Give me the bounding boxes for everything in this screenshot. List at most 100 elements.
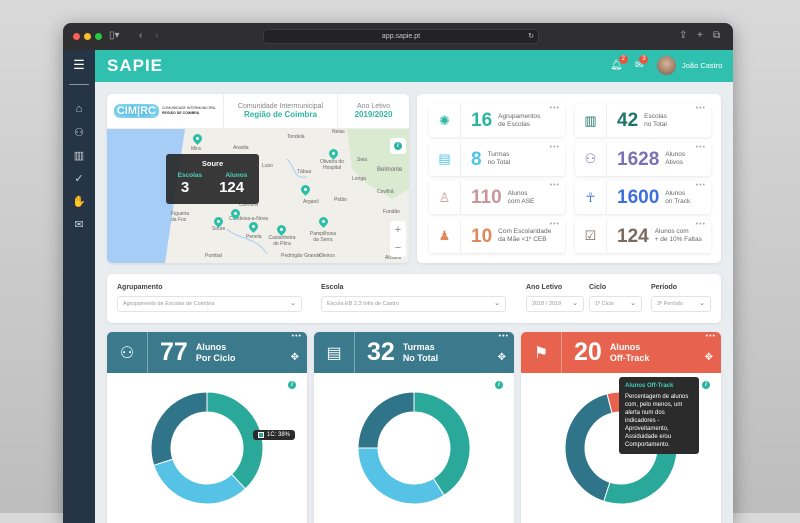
place-label: Loriga bbox=[352, 176, 366, 182]
stat-label: Escolas no Total bbox=[644, 112, 667, 128]
more-options-icon[interactable]: ••• bbox=[695, 143, 706, 151]
ano-letivo-select[interactable]: 2018 / 2019 ⌄ bbox=[526, 296, 584, 312]
notifications-button[interactable]: 🔔︎ 2 bbox=[610, 55, 628, 71]
stat-tile[interactable]: ♟ 10 Com Escolaridade da Mãe <1º CEB ••• bbox=[429, 219, 565, 253]
address-bar[interactable]: app.sapie.pt ↻ bbox=[263, 29, 539, 44]
periodo-select[interactable]: 3º Período ⌄ bbox=[651, 296, 711, 312]
minimize-button[interactable] bbox=[84, 33, 91, 40]
stat-tile[interactable]: ⚇ 1628 Alunos Ativos ••• bbox=[575, 142, 711, 176]
checklist-icon: ☑ bbox=[575, 219, 607, 253]
users-icon[interactable]: ⚇ bbox=[74, 127, 84, 139]
chart-icon[interactable]: ▥ bbox=[73, 150, 85, 162]
place-label: Oliveira do Hospital bbox=[320, 159, 344, 171]
place-label: Fundão bbox=[383, 209, 400, 215]
stat-tile[interactable]: ♙ 110 Alunos com ASE ••• bbox=[429, 181, 565, 214]
hand-icon[interactable]: ✋ bbox=[72, 196, 86, 208]
app-logo[interactable]: SAPIE bbox=[107, 56, 164, 75]
reload-icon[interactable]: ↻ bbox=[528, 33, 534, 40]
url-text: app.sapie.pt bbox=[381, 33, 421, 40]
place-label: Luso bbox=[262, 163, 273, 169]
org-info: Comunidade Intermunicipal Região de Coimb… bbox=[224, 94, 338, 128]
home-icon[interactable]: ⌂ bbox=[75, 103, 83, 115]
more-options-icon[interactable]: ••• bbox=[549, 220, 560, 228]
more-options-icon[interactable]: ••• bbox=[549, 143, 560, 151]
more-options-icon[interactable]: ••• bbox=[549, 182, 560, 189]
close-button[interactable] bbox=[73, 33, 80, 40]
ciclo-select[interactable]: 1º Ciclo ⌄ bbox=[589, 296, 642, 312]
avatar[interactable] bbox=[657, 56, 676, 75]
sidebar-toggle-icon[interactable]: ▯▾ bbox=[109, 30, 120, 41]
escola-select[interactable]: Escola EB 2,3 Inês de Castro ⌄ bbox=[321, 296, 506, 312]
donut-slice[interactable] bbox=[357, 447, 445, 505]
maximize-button[interactable] bbox=[95, 33, 102, 40]
more-options-icon[interactable]: ••• bbox=[695, 182, 706, 189]
chevron-down-icon: ⌄ bbox=[494, 300, 500, 307]
chart-value: 32 bbox=[367, 338, 395, 366]
mail-icon[interactable]: ✉ bbox=[74, 219, 84, 231]
stat-value: 42 bbox=[617, 110, 639, 131]
stat-tile[interactable]: ✺ 16 Agrupamentos de Escolas ••• bbox=[429, 104, 565, 137]
stat-value: 16 bbox=[471, 110, 493, 131]
forward-icon[interactable]: › bbox=[155, 30, 159, 41]
more-options-icon[interactable]: ••• bbox=[695, 105, 706, 112]
chart-value: 20 bbox=[574, 338, 602, 366]
info-icon[interactable]: i bbox=[702, 381, 710, 389]
map-card: CIM|RC COMUNIDADE INTERMUNICIPAL REGIÃO D… bbox=[107, 94, 409, 263]
info-icon[interactable]: i bbox=[495, 381, 503, 389]
donut-slice[interactable] bbox=[357, 391, 415, 449]
zoom-controls: + − bbox=[390, 221, 406, 257]
check-icon[interactable]: ✓ bbox=[74, 173, 84, 185]
browser-window: ▯▾ ‹ › app.sapie.pt ↻ ⇪ + ⧉ ☰ ⌂ ⚇ ▥ ✓ ✋ ✉… bbox=[63, 23, 733, 523]
info-icon: i bbox=[394, 142, 402, 150]
move-icon[interactable]: ✥ bbox=[497, 352, 506, 363]
info-icon[interactable]: i bbox=[288, 381, 296, 389]
stat-value: 1600 bbox=[617, 187, 660, 208]
move-icon[interactable]: ✥ bbox=[290, 352, 299, 363]
menu-icon[interactable]: ☰ bbox=[73, 57, 85, 72]
place-label: Arganil bbox=[303, 199, 319, 205]
stat-label: Turmas no Total bbox=[487, 151, 511, 166]
donut-slice[interactable] bbox=[413, 391, 471, 496]
more-options-icon[interactable]: ••• bbox=[291, 333, 302, 340]
sidebar-divider bbox=[69, 84, 89, 85]
stat-tile[interactable]: ▤ 8 Turmas no Total ••• bbox=[429, 142, 565, 176]
sidebar: ☰ ⌂ ⚇ ▥ ✓ ✋ ✉ bbox=[63, 50, 95, 523]
donut-slice[interactable] bbox=[150, 391, 208, 466]
donut-slice[interactable] bbox=[564, 393, 613, 502]
chart-header: ⚑ 20 Alunos Off-Track ••• ✥ bbox=[521, 332, 721, 373]
tabs-icon[interactable]: ⧉ bbox=[713, 30, 721, 41]
place-label: Penela bbox=[246, 234, 262, 240]
share-icon[interactable]: ⇪ bbox=[679, 30, 688, 41]
agrupamento-select[interactable]: Agrupamento de Escolas de Coimbra ⌄ bbox=[117, 296, 302, 312]
info-tooltip: Alunos Off-Track Percentagem de alunos co… bbox=[619, 377, 699, 454]
filter-label: Agrupamento bbox=[117, 284, 163, 291]
place-label: Tondela bbox=[287, 134, 305, 140]
chevron-down-icon: ⌄ bbox=[630, 300, 636, 307]
donut-slice[interactable] bbox=[153, 458, 247, 505]
map[interactable]: Tondela Nelas Mira Anadia Luso Tábua Oli… bbox=[107, 129, 409, 263]
new-tab-icon[interactable]: + bbox=[697, 30, 703, 41]
filter-label: Ano Letivo bbox=[526, 284, 563, 291]
move-icon[interactable]: ✥ bbox=[704, 352, 713, 363]
stat-value: 1628 bbox=[617, 148, 660, 170]
more-options-icon[interactable]: ••• bbox=[705, 333, 716, 340]
place-label: Soure bbox=[212, 226, 226, 232]
more-options-icon[interactable]: ••• bbox=[549, 105, 560, 112]
messages-button[interactable]: ✉ 3 bbox=[635, 55, 649, 71]
map-info-button[interactable]: i bbox=[390, 138, 406, 154]
stat-tile[interactable]: ☥ 1600 Alunos on Track ••• bbox=[575, 181, 711, 214]
stat-label: Com Escolaridade da Mãe <1º CEB bbox=[498, 228, 552, 243]
stat-tile[interactable]: ☑ 124 Alunos com + de 10% Faltas ••• bbox=[575, 219, 711, 253]
zoom-in-button[interactable]: + bbox=[394, 224, 402, 236]
more-options-icon[interactable]: ••• bbox=[695, 220, 706, 228]
chart-card: ⚑ 20 Alunos Off-Track ••• ✥ i Alunos Off-Track P… bbox=[521, 332, 721, 523]
map-tooltip: Soure Escolas Alunos 3 124 bbox=[166, 154, 259, 204]
chart-card: ⚇ 77 Alunos Por Ciclo ••• ✥ i 1C: 38% bbox=[107, 332, 307, 523]
zoom-out-button[interactable]: − bbox=[394, 242, 402, 254]
more-options-icon[interactable]: ••• bbox=[498, 333, 509, 340]
user-name[interactable]: João Castro bbox=[682, 61, 723, 70]
chart-title: Turmas No Total bbox=[402, 341, 439, 363]
back-icon[interactable]: ‹ bbox=[139, 30, 143, 41]
donut-slice[interactable] bbox=[206, 391, 264, 490]
stat-tile[interactable]: ▥ 42 Escolas no Total ••• bbox=[575, 104, 711, 137]
